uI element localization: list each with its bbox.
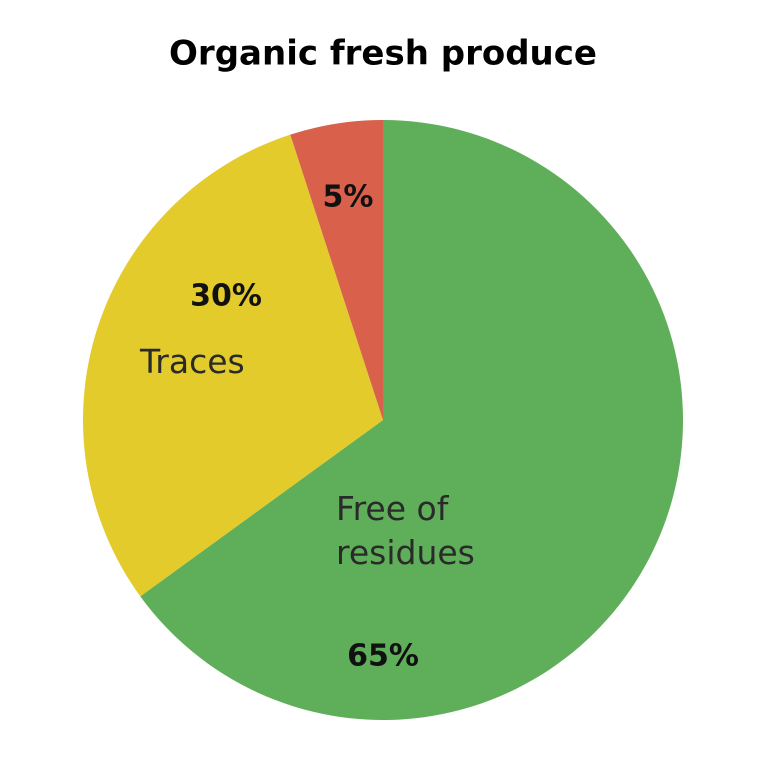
- value-label: 5%: [323, 180, 374, 215]
- pie-slice: [290, 120, 383, 420]
- value-label: 30%: [190, 279, 262, 314]
- chart-title: Organic fresh produce: [169, 34, 597, 74]
- category-label: Traces: [140, 342, 245, 381]
- category-label: Free of residues: [336, 489, 475, 572]
- value-label: 65%: [347, 639, 419, 674]
- pie-slice: [140, 120, 683, 721]
- pie-slice: [82, 134, 383, 597]
